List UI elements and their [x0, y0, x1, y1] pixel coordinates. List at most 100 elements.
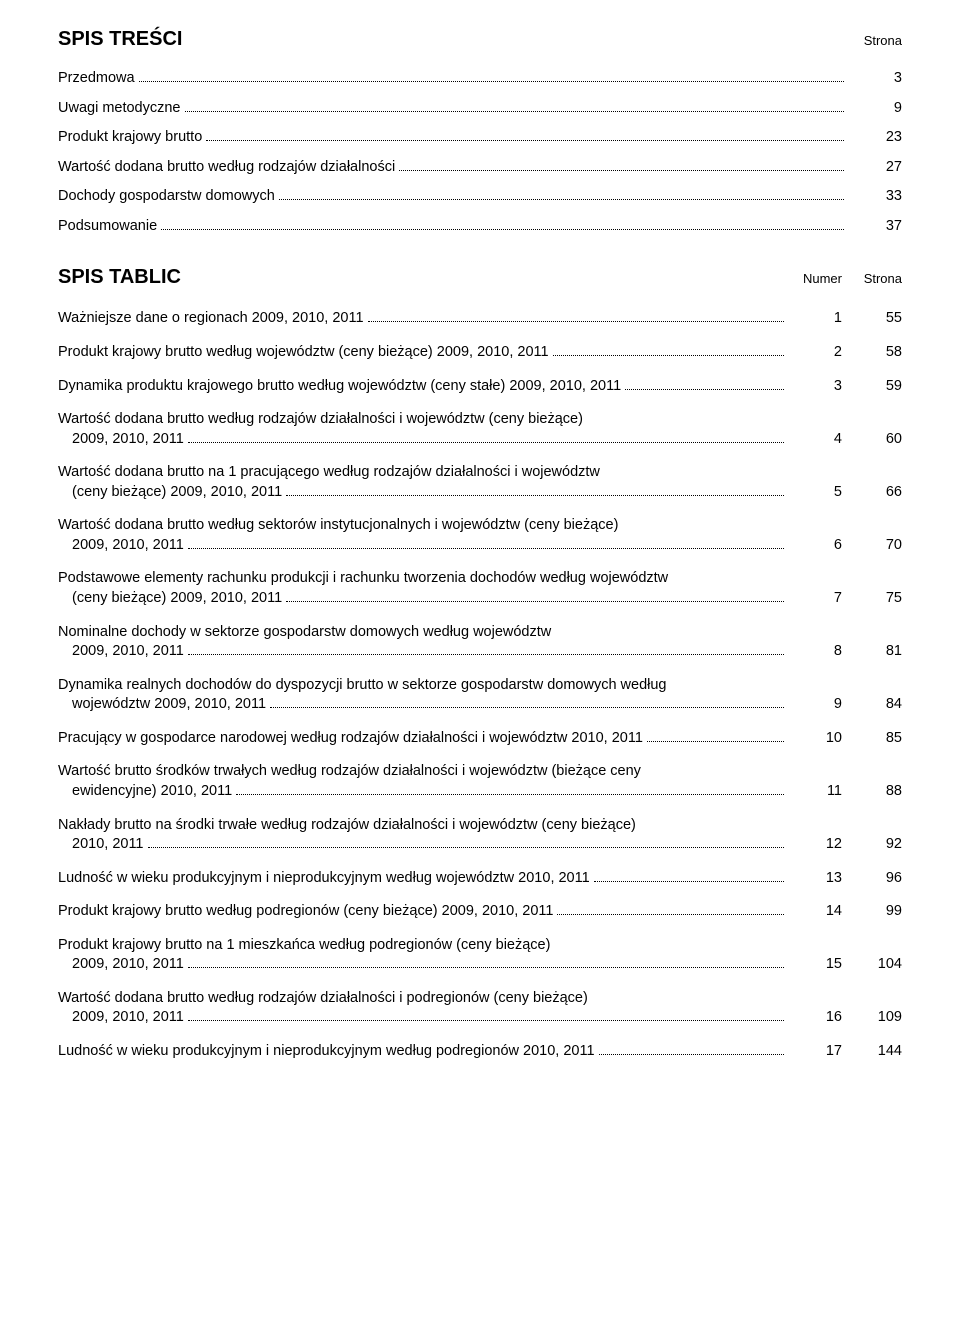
tablic-numer: 3: [788, 377, 842, 397]
toc-label: Uwagi metodyczne: [58, 99, 185, 119]
toc-label: Wartość dodana brutto według rodzajów dz…: [58, 158, 399, 178]
tablic-row: Ludność w wieku produkcyjnym i nieproduk…: [58, 869, 902, 889]
tablic-label: Nominalne dochody w sektorze gospodarstw…: [58, 623, 788, 662]
tablic-label-line: Pracujący w gospodarce narodowej według …: [58, 729, 788, 749]
tablic-page: 99: [854, 902, 902, 922]
toc-label: Dochody gospodarstw domowych: [58, 187, 279, 207]
tablic-row: Wartość brutto środków trwałych według r…: [58, 762, 902, 801]
tablic-numer: 4: [788, 430, 842, 450]
tablic-text: Produkt krajowy brutto według podregionó…: [58, 902, 557, 922]
tablic-text: 2010, 2011: [58, 835, 148, 855]
tablic-label-line: 2009, 2010, 2011: [58, 642, 788, 662]
document-page: SPIS TREŚCI Strona Przedmowa 3 Uwagi met…: [0, 0, 960, 1326]
tablic-text-line1: Wartość dodana brutto według rodzajów dz…: [58, 989, 788, 1009]
tablic-label: Ludność w wieku produkcyjnym i nieproduk…: [58, 869, 788, 889]
tablic-label: Produkt krajowy brutto na 1 mieszkańca w…: [58, 936, 788, 975]
tablic-numer: 13: [788, 869, 842, 889]
tablic-label: Ludność w wieku produkcyjnym i nieproduk…: [58, 1042, 788, 1062]
tablic-page: 55: [854, 309, 902, 329]
tablic-label: Podstawowe elementy rachunku produkcji i…: [58, 569, 788, 608]
leader-dots: [599, 1054, 784, 1055]
tablic-text: 2009, 2010, 2011: [58, 955, 188, 975]
tablic-row: Nakłady brutto na środki trwałe według r…: [58, 816, 902, 855]
tablic-label: Dynamika produktu krajowego brutto wedłu…: [58, 377, 788, 397]
tablic-label: Wartość dodana brutto według sektorów in…: [58, 516, 788, 555]
tablic-row: Dynamika realnych dochodów do dyspozycji…: [58, 676, 902, 715]
tablic-row: Wartość dodana brutto według sektorów in…: [58, 516, 902, 555]
tablic-label-line: (ceny bieżące) 2009, 2010, 2011: [58, 589, 788, 609]
tablic-text-line1: Wartość dodana brutto na 1 pracującego w…: [58, 463, 788, 483]
tablic-text: (ceny bieżące) 2009, 2010, 2011: [58, 589, 286, 609]
tablic-text-line1: Dynamika realnych dochodów do dyspozycji…: [58, 676, 788, 696]
spis-tablic-header: SPIS TABLIC Numer Strona: [58, 266, 902, 289]
leader-dots: [188, 654, 784, 655]
tablic-text-line1: Wartość dodana brutto według sektorów in…: [58, 516, 788, 536]
leader-dots: [206, 140, 844, 141]
leader-dots: [625, 389, 784, 390]
leader-dots: [139, 81, 844, 82]
tablic-numer: 17: [788, 1042, 842, 1062]
tablic-text: Produkt krajowy brutto według województw…: [58, 343, 553, 363]
tablic-text: 2009, 2010, 2011: [58, 642, 188, 662]
tablic-numer: 11: [788, 782, 842, 802]
tablic-numer: 8: [788, 642, 842, 662]
tablic-label-line: Produkt krajowy brutto według podregionó…: [58, 902, 788, 922]
tablic-page: 58: [854, 343, 902, 363]
column-strona-label: Strona: [864, 33, 902, 48]
tablic-text: 2009, 2010, 2011: [58, 536, 188, 556]
tablic-numer: 16: [788, 1008, 842, 1028]
toc-label: Przedmowa: [58, 69, 139, 89]
tablic-row: Pracujący w gospodarce narodowej według …: [58, 729, 902, 749]
tablic-text-line1: Nakłady brutto na środki trwałe według r…: [58, 816, 788, 836]
tablic-page: 88: [854, 782, 902, 802]
tablic-numer: 10: [788, 729, 842, 749]
tablic-label-line: 2009, 2010, 2011: [58, 955, 788, 975]
tablic-label: Wartość dodana brutto według rodzajów dz…: [58, 410, 788, 449]
toc-row: Podsumowanie 37: [58, 217, 902, 237]
tablic-text: ewidencyjne) 2010, 2011: [58, 782, 236, 802]
tablic-row: Wartość dodana brutto na 1 pracującego w…: [58, 463, 902, 502]
toc-page: 3: [848, 69, 902, 89]
toc-page: 9: [848, 99, 902, 119]
tablic-page: 70: [854, 536, 902, 556]
leader-dots: [594, 881, 784, 882]
tablic-page: 59: [854, 377, 902, 397]
tablic-page: 144: [854, 1042, 902, 1062]
tablic-label-line: ewidencyjne) 2010, 2011: [58, 782, 788, 802]
leader-dots: [286, 601, 784, 602]
leader-dots: [148, 847, 785, 848]
leader-dots: [270, 707, 784, 708]
toc-page: 27: [848, 158, 902, 178]
spis-tresci-header: SPIS TREŚCI Strona: [58, 28, 902, 51]
tablic-page: 84: [854, 695, 902, 715]
tablic-label: Dynamika realnych dochodów do dyspozycji…: [58, 676, 788, 715]
tablic-text: (ceny bieżące) 2009, 2010, 2011: [58, 483, 286, 503]
tablic-page: 104: [854, 955, 902, 975]
tablic-label: Wartość brutto środków trwałych według r…: [58, 762, 788, 801]
tablic-row: Produkt krajowy brutto według województw…: [58, 343, 902, 363]
tablic-label: Wartość dodana brutto według rodzajów dz…: [58, 989, 788, 1028]
tablic-page: 60: [854, 430, 902, 450]
tablic-label-line: Ważniejsze dane o regionach 2009, 2010, …: [58, 309, 788, 329]
tablic-numer: 9: [788, 695, 842, 715]
leader-dots: [647, 741, 784, 742]
column-strona-label: Strona: [854, 271, 902, 286]
leader-dots: [279, 199, 844, 200]
tablic-row: Dynamika produktu krajowego brutto wedłu…: [58, 377, 902, 397]
tablic-row: Produkt krajowy brutto na 1 mieszkańca w…: [58, 936, 902, 975]
tablic-page: 92: [854, 835, 902, 855]
tablic-numer: 1: [788, 309, 842, 329]
spis-tablic-title: SPIS TABLIC: [58, 266, 794, 289]
tablic-page: 109: [854, 1008, 902, 1028]
spis-tresci-title: SPIS TREŚCI: [58, 28, 182, 51]
tablic-label-line: 2009, 2010, 2011: [58, 430, 788, 450]
tablic-label-line: Ludność w wieku produkcyjnym i nieproduk…: [58, 869, 788, 889]
toc-page: 33: [848, 187, 902, 207]
tablic-numer: 6: [788, 536, 842, 556]
tablic-numer: 14: [788, 902, 842, 922]
leader-dots: [188, 967, 784, 968]
tablic-label: Pracujący w gospodarce narodowej według …: [58, 729, 788, 749]
tablic-page: 81: [854, 642, 902, 662]
tablic-text: województw 2009, 2010, 2011: [58, 695, 270, 715]
tablic-label: Nakłady brutto na środki trwałe według r…: [58, 816, 788, 855]
